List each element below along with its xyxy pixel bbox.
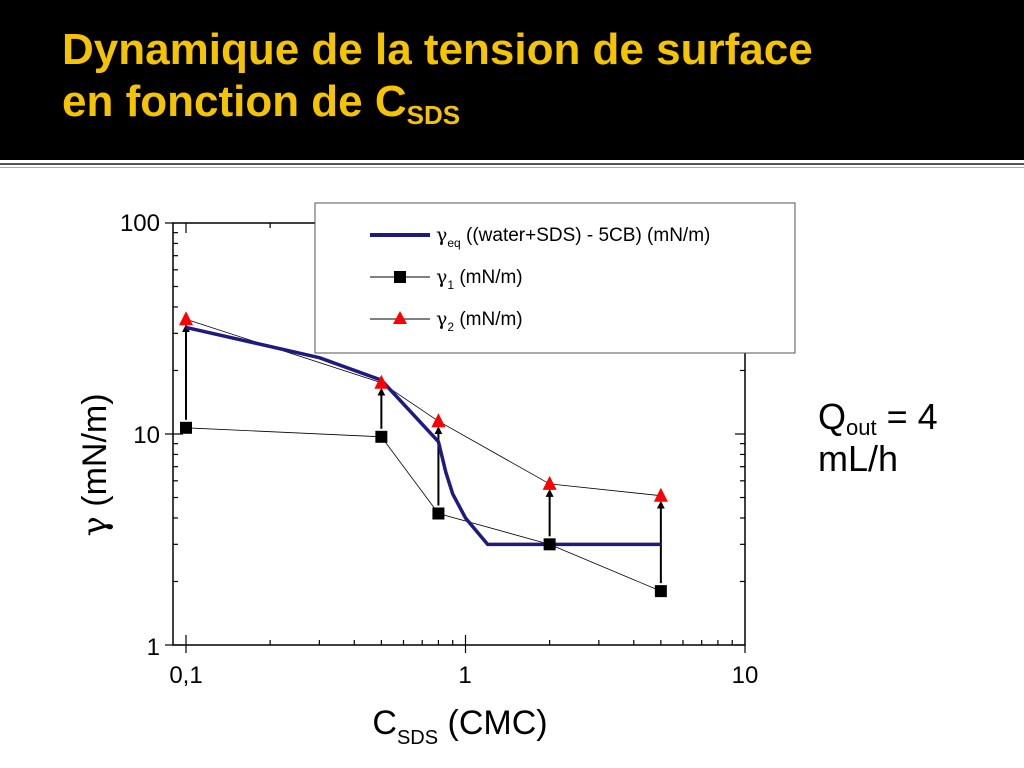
point-g1 <box>543 538 556 551</box>
point-g2 <box>374 374 389 389</box>
slide-title: Dynamique de la tension de surface en fo… <box>62 24 813 128</box>
legend-g2-rest: (mN/m) <box>454 309 523 330</box>
note-q: Q <box>818 396 847 437</box>
y-axis-label-rest: (mN/m) <box>76 393 114 516</box>
y-tick-label-10: 10 <box>133 422 160 449</box>
note-sub: out <box>846 415 877 440</box>
point-g1 <box>375 430 388 443</box>
point-g2 <box>431 413 446 428</box>
series-connectors <box>185 318 662 592</box>
y-axis-label: γ (mN/m) <box>75 393 115 536</box>
legend-eq-symbol: γ <box>436 224 447 246</box>
legend-g1-rest: (mN/m) <box>454 267 523 288</box>
series-line-g1 <box>185 427 662 592</box>
legend-label-g1: γ1 (mN/m) <box>436 266 523 292</box>
legend-g1-sub: 1 <box>447 278 454 292</box>
title-line-1: Dynamique de la tension de surface <box>62 25 813 74</box>
point-g2 <box>653 487 668 502</box>
legend-g2-symbol: γ <box>436 308 447 330</box>
title-band: Dynamique de la tension de surface en fo… <box>0 0 1024 160</box>
x-tick-label-1: 1 <box>458 662 471 689</box>
x-tick-label-0.1: 0,1 <box>169 662 202 689</box>
x-axis-label-main: C <box>372 704 397 742</box>
legend-g2-sub: 2 <box>447 320 454 334</box>
legend-eq-sub: eq <box>447 236 460 250</box>
legend-g1-symbol: γ <box>436 266 447 288</box>
point-g2 <box>179 311 193 326</box>
series-line-eq <box>185 325 661 547</box>
note-rest: = 4 <box>876 396 938 437</box>
title-divider <box>0 163 1024 165</box>
y-tick-label-100: 100 <box>120 210 160 237</box>
x-axis-label-rest: (CMC) <box>438 704 548 742</box>
point-g1 <box>180 421 192 434</box>
legend: γeq ((water+SDS) - 5CB) (mN/m) γ1 (mN/m)… <box>314 202 796 354</box>
note-line-2: mL/h <box>818 438 899 479</box>
point-g1 <box>432 507 445 520</box>
title-subscript: SDS <box>406 100 461 130</box>
legend-label-eq: γeq ((water+SDS) - 5CB) (mN/m) <box>436 224 710 250</box>
series-marks <box>179 311 668 598</box>
y-tick-label-1: 1 <box>147 634 160 661</box>
flow-rate-note: Qout = 4 mL/h <box>818 396 938 480</box>
title-line-2: en fonction de C <box>62 77 407 126</box>
y-axis-label-symbol: γ <box>75 516 115 536</box>
point-g2 <box>542 475 557 490</box>
legend-marker-g1 <box>394 271 406 283</box>
x-axis-label: CSDS (CMC) <box>372 704 547 749</box>
x-axis-label-sub: SDS <box>397 727 438 749</box>
point-g1 <box>654 585 667 598</box>
x-tick-label-10: 10 <box>732 662 759 689</box>
legend-eq-rest: ((water+SDS) - 5CB) (mN/m) <box>461 225 711 246</box>
legend-label-g2: γ2 (mN/m) <box>436 308 523 334</box>
title-divider-thin <box>0 167 1024 168</box>
legend-marker-g2 <box>393 311 407 324</box>
